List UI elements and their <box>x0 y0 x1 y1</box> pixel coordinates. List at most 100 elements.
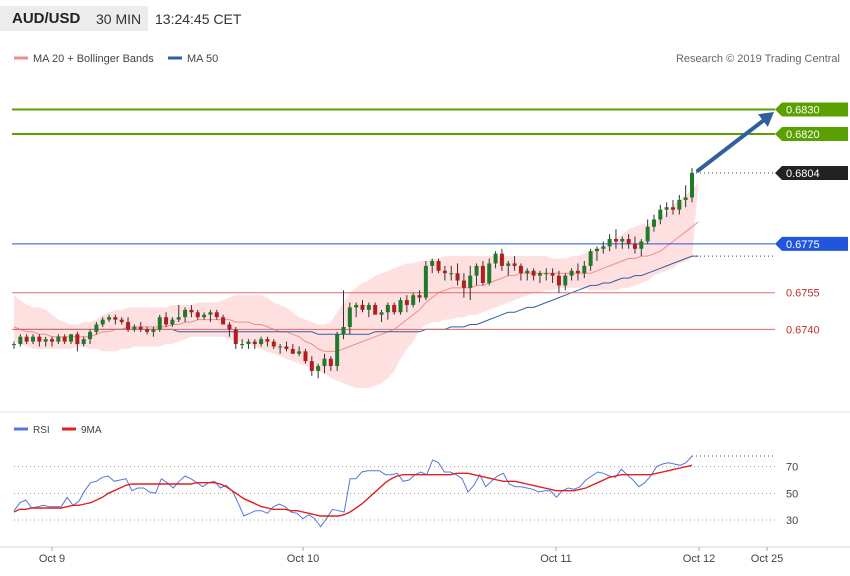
candle <box>202 312 207 320</box>
support-level-label: 0.6740 <box>786 324 820 336</box>
candle <box>252 339 257 349</box>
candle-body <box>556 275 561 286</box>
candle <box>677 195 682 215</box>
candle-body <box>354 304 359 308</box>
candle <box>94 322 99 335</box>
rsi-tick-label: 30 <box>786 515 798 527</box>
candle-body <box>582 265 587 274</box>
candle <box>297 346 302 357</box>
candle-body <box>202 314 207 318</box>
candle-body <box>588 251 593 266</box>
candle-body <box>411 295 416 305</box>
candle-body <box>594 248 599 252</box>
candle-body <box>366 304 371 310</box>
candle-body <box>506 263 511 266</box>
candle-body <box>626 239 631 244</box>
resistance-level-label: 0.6830 <box>786 105 820 117</box>
candle <box>24 334 29 345</box>
candle-body <box>290 348 295 354</box>
candle <box>316 363 321 379</box>
candle-body <box>493 253 498 264</box>
candle-body <box>50 339 55 342</box>
x-tick-label: Oct 12 <box>683 553 715 565</box>
candle <box>322 353 327 374</box>
candle-body <box>170 319 175 325</box>
candle <box>525 268 530 281</box>
forecast-arrow-head <box>758 111 774 127</box>
candle <box>271 339 276 349</box>
candle <box>246 339 251 349</box>
candle <box>512 256 517 271</box>
candle <box>645 219 650 244</box>
resistance-level-tag <box>775 126 848 141</box>
candle-body <box>392 304 397 313</box>
candle <box>423 260 428 301</box>
candle <box>328 356 333 371</box>
candle-body <box>613 239 618 242</box>
chart-legend: MA 20 + Bollinger Bands MA 50 Research ©… <box>14 53 840 436</box>
rsi-tick-label: 50 <box>786 488 798 500</box>
candle <box>670 199 675 215</box>
candle-body <box>233 329 238 345</box>
last-level-label: 0.6804 <box>786 168 820 180</box>
candle <box>208 309 213 323</box>
timeframe-selector[interactable]: 30 MIN <box>89 6 149 31</box>
candle-body <box>259 339 264 345</box>
candle-body <box>442 270 447 274</box>
candle <box>119 317 124 325</box>
candle-body <box>227 324 232 330</box>
candle <box>556 270 561 293</box>
candle <box>81 336 86 347</box>
candle <box>550 268 555 283</box>
candle <box>594 246 599 261</box>
candle <box>75 331 80 352</box>
candle-body <box>436 260 441 271</box>
candle-body <box>531 270 536 276</box>
candle <box>354 302 359 318</box>
candle-body <box>690 173 694 198</box>
candle-body <box>119 319 124 323</box>
candle-body <box>297 351 302 354</box>
candle <box>569 268 574 281</box>
candle <box>411 292 416 308</box>
candle <box>417 290 422 303</box>
candle-body <box>670 207 675 210</box>
candle-body <box>265 339 270 342</box>
candle-body <box>341 326 346 335</box>
legend-label-ma20-bb: MA 20 + Bollinger Bands <box>33 53 154 65</box>
candle-body <box>620 239 625 242</box>
x-tick-label: Oct 25 <box>751 553 783 565</box>
candle-body <box>240 344 245 346</box>
candle <box>227 322 232 337</box>
candle <box>651 214 656 232</box>
time-axis: Oct 9 Oct 10 Oct 11 Oct 12 Oct 25 <box>0 546 850 565</box>
candle-body <box>69 334 74 342</box>
candle <box>50 336 55 347</box>
candle-body <box>183 309 188 318</box>
candle <box>12 341 16 349</box>
copyright-credit: Research © 2019 Trading Central <box>676 53 840 65</box>
candle-body <box>468 275 473 288</box>
candle-body <box>81 339 86 345</box>
forecast-arrow-shaft <box>696 114 770 173</box>
candle <box>404 295 409 313</box>
candle <box>690 168 694 203</box>
candle <box>468 265 473 301</box>
rsi-tick-label: 70 <box>786 462 798 474</box>
candle-body <box>252 341 257 345</box>
candle-body <box>75 334 80 345</box>
candle <box>259 336 264 347</box>
candle <box>240 339 245 349</box>
price-chart-plot: 0.6830 0.6820 0.6804 0.6775 0.6755 0.6740 <box>0 102 850 413</box>
candle <box>575 263 580 281</box>
rsi-9ma-line <box>13 464 693 517</box>
candle <box>461 273 466 298</box>
candle <box>170 317 175 327</box>
candle-body <box>373 304 378 315</box>
candle-body <box>563 275 568 286</box>
candle-body <box>487 263 492 283</box>
candle <box>284 341 289 352</box>
candle <box>360 300 365 313</box>
candle-body <box>221 317 226 325</box>
candle-body <box>126 322 131 330</box>
